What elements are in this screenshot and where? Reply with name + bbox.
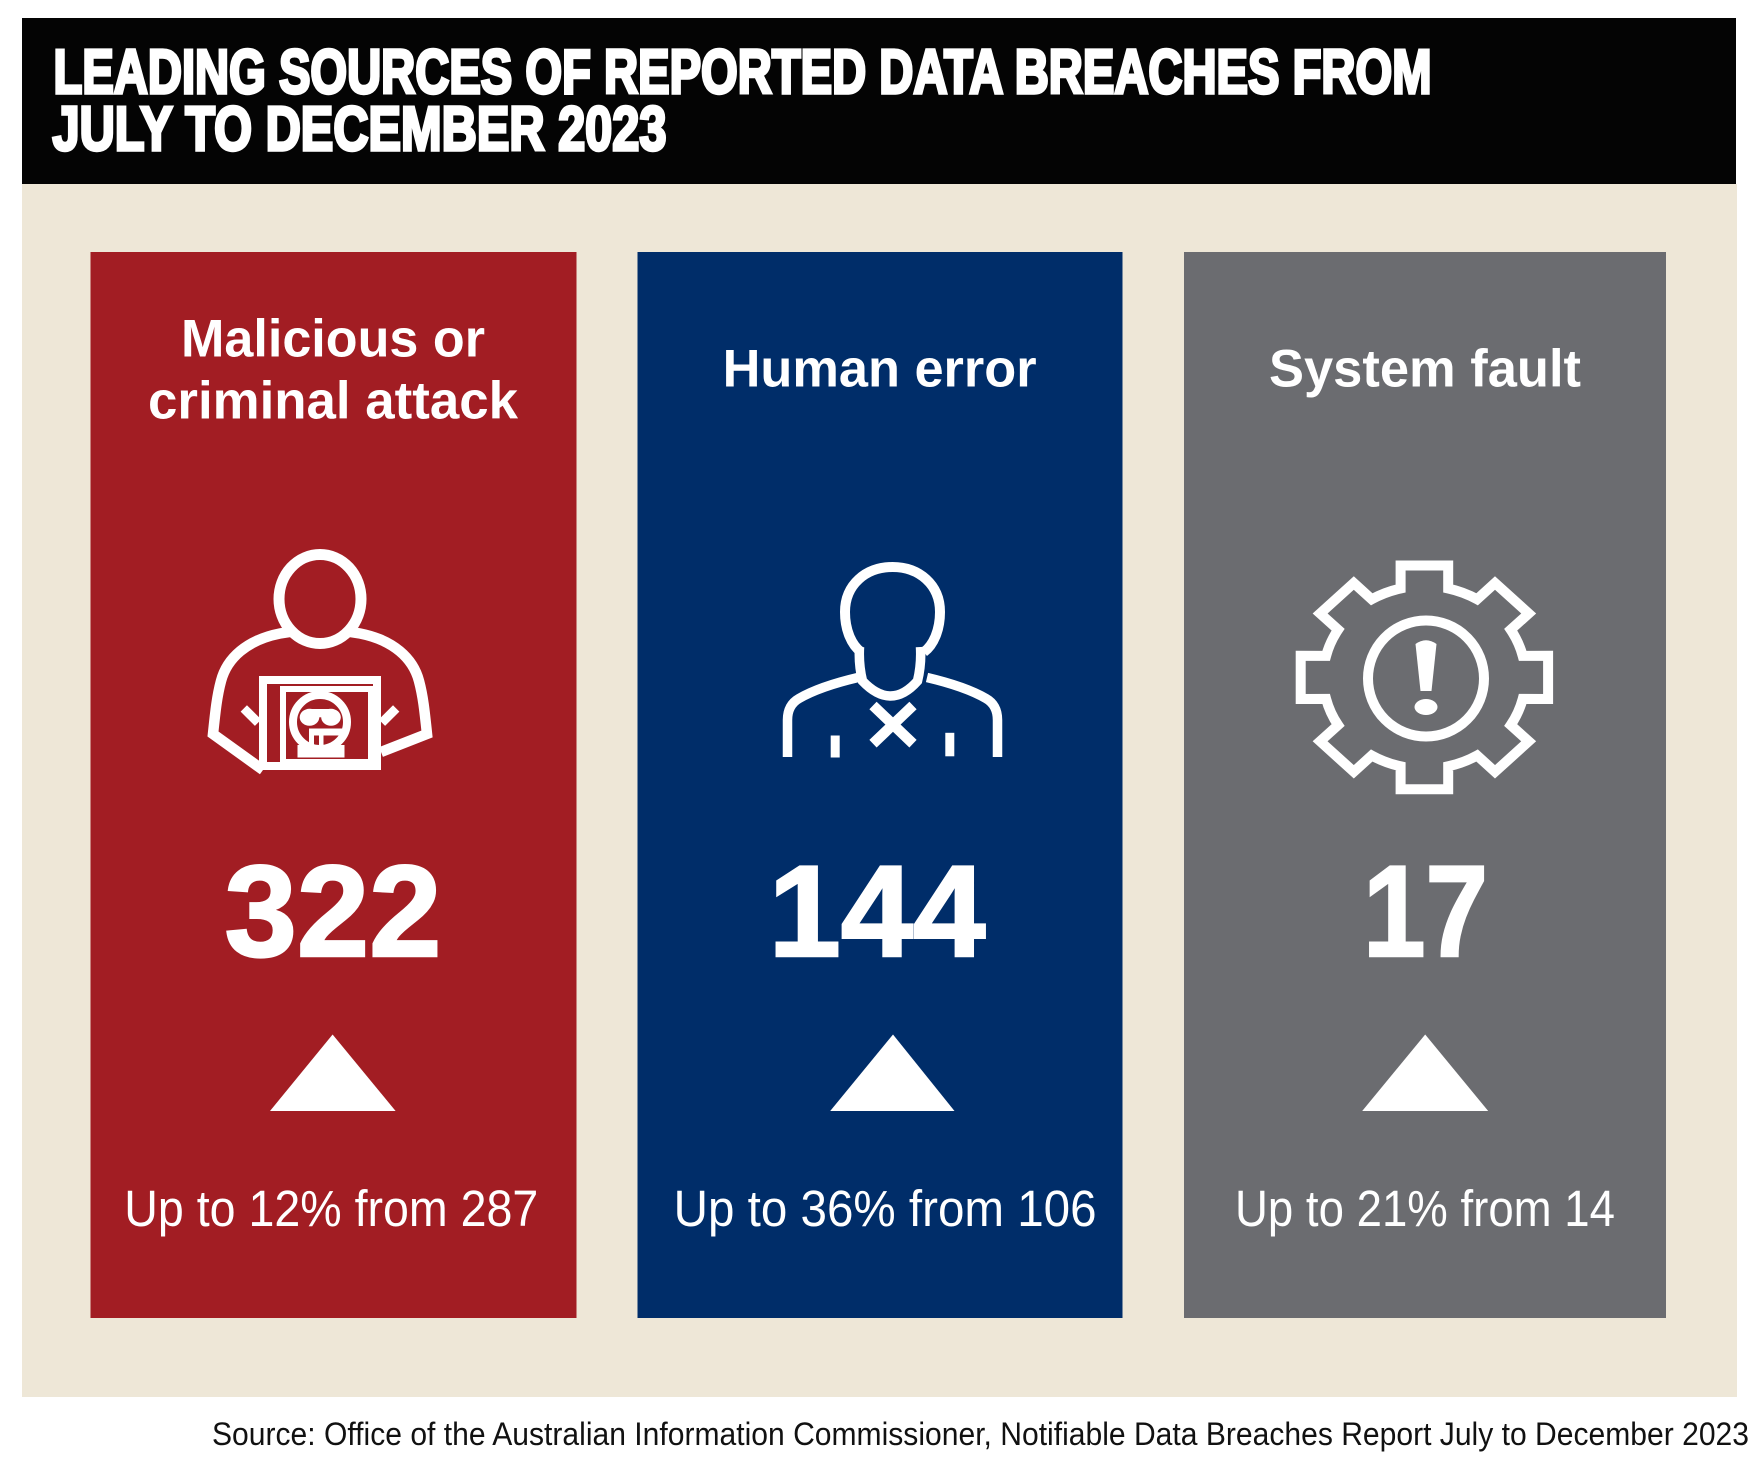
- svg-text:Up to 36% from 106: Up to 36% from 106: [674, 1180, 1097, 1237]
- svg-text:Source: Office of the Australi: Source: Office of the Australian Informa…: [212, 1416, 1749, 1452]
- svg-text:JULY TO DECEMBER 2023: JULY TO DECEMBER 2023: [53, 94, 667, 164]
- svg-text:Malicious or: Malicious or: [181, 310, 485, 369]
- svg-text:Human error: Human error: [723, 340, 1037, 399]
- svg-text:System fault: System fault: [1269, 340, 1581, 399]
- svg-text:17: 17: [1363, 838, 1488, 984]
- svg-text:Up to 12% from 287: Up to 12% from 287: [124, 1180, 538, 1237]
- svg-text:criminal attack: criminal attack: [148, 372, 519, 431]
- svg-text:LEADING SOURCES OF REPORTED DA: LEADING SOURCES OF REPORTED DATA BREACHE…: [54, 37, 1432, 107]
- svg-text:144: 144: [769, 838, 986, 984]
- svg-text:Up to 21% from 14: Up to 21% from 14: [1235, 1180, 1615, 1237]
- svg-text:322: 322: [225, 838, 442, 984]
